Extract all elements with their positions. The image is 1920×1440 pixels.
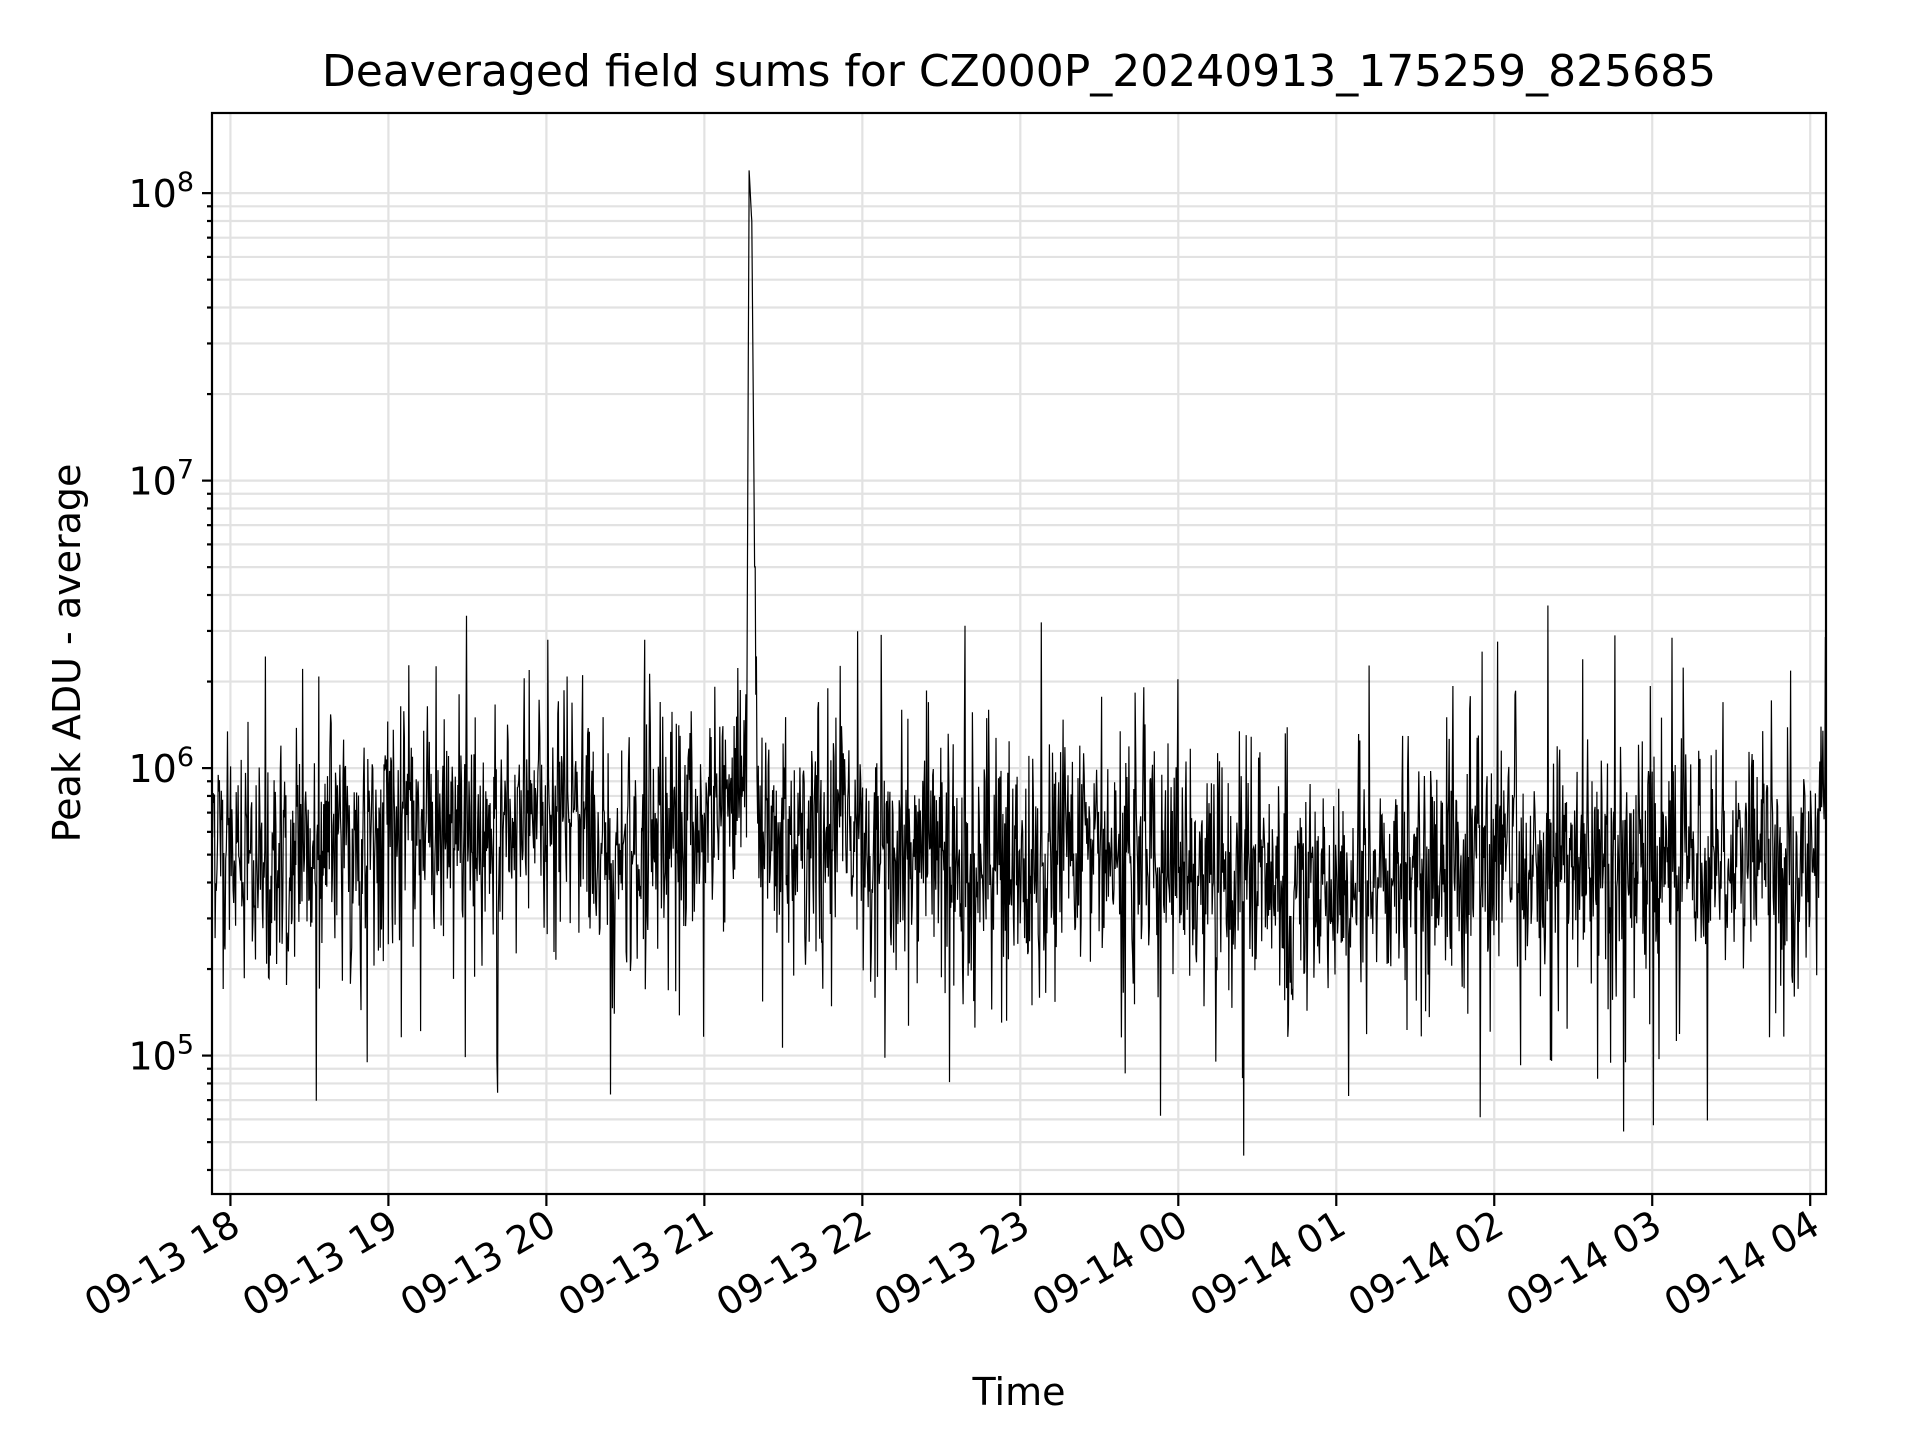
x-tick-label: 09-14 04 (1657, 1202, 1827, 1326)
y-tick-label: 108 (128, 167, 194, 216)
x-tick-label: 09-13 21 (551, 1202, 721, 1326)
series-line (211, 170, 1827, 1156)
y-tick-label: 105 (128, 1030, 194, 1079)
x-tick-label: 09-13 19 (235, 1202, 405, 1326)
x-tick-label: 09-14 03 (1499, 1202, 1669, 1326)
y-axis-label: Peak ADU - average (45, 464, 89, 843)
plot-frame (210, 111, 1828, 1196)
x-tick-label: 09-14 02 (1341, 1202, 1511, 1326)
x-tick-label: 09-13 22 (709, 1202, 879, 1326)
y-tick-label: 107 (128, 455, 194, 504)
x-tick-label: 09-14 00 (1025, 1202, 1195, 1326)
x-tick-label: 09-13 20 (393, 1202, 563, 1326)
series-layer (211, 170, 1827, 1156)
x-tick-label: 09-13 18 (77, 1202, 247, 1326)
y-tick-label: 106 (128, 742, 194, 791)
chart-title: Deaveraged field sums for CZ000P_2024091… (322, 46, 1716, 97)
x-tick-label: 09-13 23 (867, 1202, 1037, 1326)
grid-layer (212, 113, 1826, 1194)
x-axis-label: Time (972, 1370, 1066, 1414)
x-tick-label: 09-14 01 (1183, 1202, 1353, 1326)
